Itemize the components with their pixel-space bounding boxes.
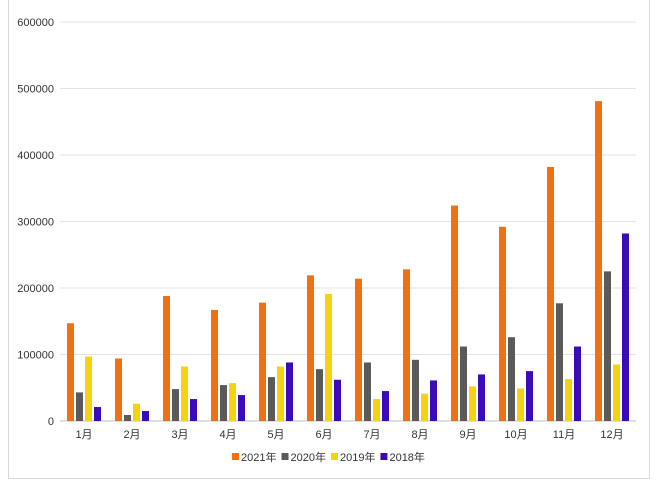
x-tick-label: 6月 — [315, 429, 332, 441]
bar-2021年-3月 — [163, 295, 170, 421]
y-axis: 0 100000 200000 300000 400000 500000 600000 — [17, 17, 54, 428]
y-tick-label: 100000 — [17, 350, 54, 362]
bar-2018年-4月 — [238, 395, 245, 421]
bar-2020年-8月 — [412, 359, 419, 421]
bar-2020年-5月 — [268, 377, 275, 421]
bar-2019年-1月 — [85, 356, 92, 421]
bar-2020年-10月 — [508, 337, 515, 421]
legend: 2021年 2020年 2019年 2018年 — [232, 450, 425, 464]
bar-2020年-9月 — [460, 346, 467, 421]
x-tick-label: 10月 — [504, 429, 527, 441]
legend-swatch — [232, 453, 239, 460]
bar-2021年-4月 — [211, 309, 218, 421]
bar-2020年-7月 — [364, 362, 371, 421]
bar-2019年-11月 — [565, 379, 572, 421]
y-tick-label: 600000 — [17, 17, 54, 29]
x-tick-label: 5月 — [267, 429, 284, 441]
bar-2019年-2月 — [133, 403, 140, 421]
bar-2020年-12月 — [604, 271, 611, 421]
y-tick-label: 500000 — [17, 84, 54, 96]
bar-2018年-11月 — [574, 346, 581, 421]
bar-2021年-1月 — [67, 323, 74, 421]
x-axis: 1月 2月 3月 4月 5月 6月 7月 8月 9月 10月 11月 12月 — [75, 429, 623, 441]
bar-2019年-10月 — [517, 388, 524, 421]
bar-2021年-12月 — [595, 101, 602, 421]
bar-2019年-8月 — [421, 393, 428, 421]
x-tick-label: 3月 — [171, 429, 188, 441]
legend-swatch — [380, 453, 388, 460]
bar-2018年-3月 — [190, 399, 197, 421]
bar-2019年-9月 — [469, 386, 476, 421]
bar-2019年-4月 — [229, 383, 236, 421]
bar-2019年-5月 — [277, 366, 284, 421]
x-tick-label: 4月 — [219, 429, 236, 441]
bar-2019年-3月 — [181, 366, 188, 421]
y-tick-label: 200000 — [17, 283, 54, 295]
bar-2021年-6月 — [307, 275, 314, 421]
bar-2019年-12月 — [613, 364, 620, 421]
x-tick-label: 9月 — [459, 429, 476, 441]
legend-swatch — [281, 453, 289, 460]
legend-entry: 2018年 — [389, 450, 424, 464]
bar-2020年-3月 — [172, 389, 179, 421]
bar-2019年-6月 — [325, 293, 332, 421]
x-tick-label: 1月 — [75, 429, 92, 441]
chart-frame — [8, 0, 650, 479]
bar-2019年-7月 — [373, 399, 380, 421]
bar-2018年-10月 — [526, 371, 533, 421]
legend-entry: 2021年 — [241, 450, 276, 464]
bar-2018年-8月 — [430, 380, 437, 421]
bar-2020年-4月 — [220, 385, 227, 421]
x-tick-label: 12月 — [600, 429, 623, 441]
bar-2018年-7月 — [382, 391, 389, 421]
bar-2021年-5月 — [259, 302, 266, 421]
bar-2018年-5月 — [286, 362, 293, 421]
bar-2018年-1月 — [94, 407, 101, 421]
bar-2021年-8月 — [403, 269, 410, 421]
x-tick-label: 7月 — [363, 429, 380, 441]
y-tick-label: 400000 — [17, 150, 54, 162]
bars — [67, 101, 629, 421]
bar-2020年-1月 — [76, 392, 83, 421]
bar-2021年-2月 — [115, 358, 122, 421]
x-tick-label: 2月 — [123, 429, 140, 441]
bar-2020年-6月 — [316, 369, 323, 421]
bar-2021年-11月 — [547, 166, 554, 421]
bar-2018年-12月 — [622, 233, 629, 421]
x-tick-label: 11月 — [553, 429, 575, 441]
bar-2021年-10月 — [499, 226, 506, 421]
bar-2018年-2月 — [142, 411, 149, 421]
legend-entry: 2019年 — [340, 450, 375, 464]
bar-2020年-11月 — [556, 303, 563, 421]
bar-2018年-6月 — [334, 379, 341, 421]
bar-2018年-9月 — [478, 374, 485, 421]
legend-entry: 2020年 — [290, 450, 325, 464]
legend-swatch — [330, 453, 338, 460]
bar-2021年-9月 — [451, 205, 458, 421]
y-tick-label: 300000 — [17, 217, 54, 229]
grid-lines — [60, 21, 636, 422]
y-tick-label: 0 — [48, 416, 54, 428]
bar-2021年-7月 — [355, 278, 362, 421]
bar-2020年-2月 — [124, 415, 131, 421]
x-tick-label: 8月 — [411, 429, 428, 441]
